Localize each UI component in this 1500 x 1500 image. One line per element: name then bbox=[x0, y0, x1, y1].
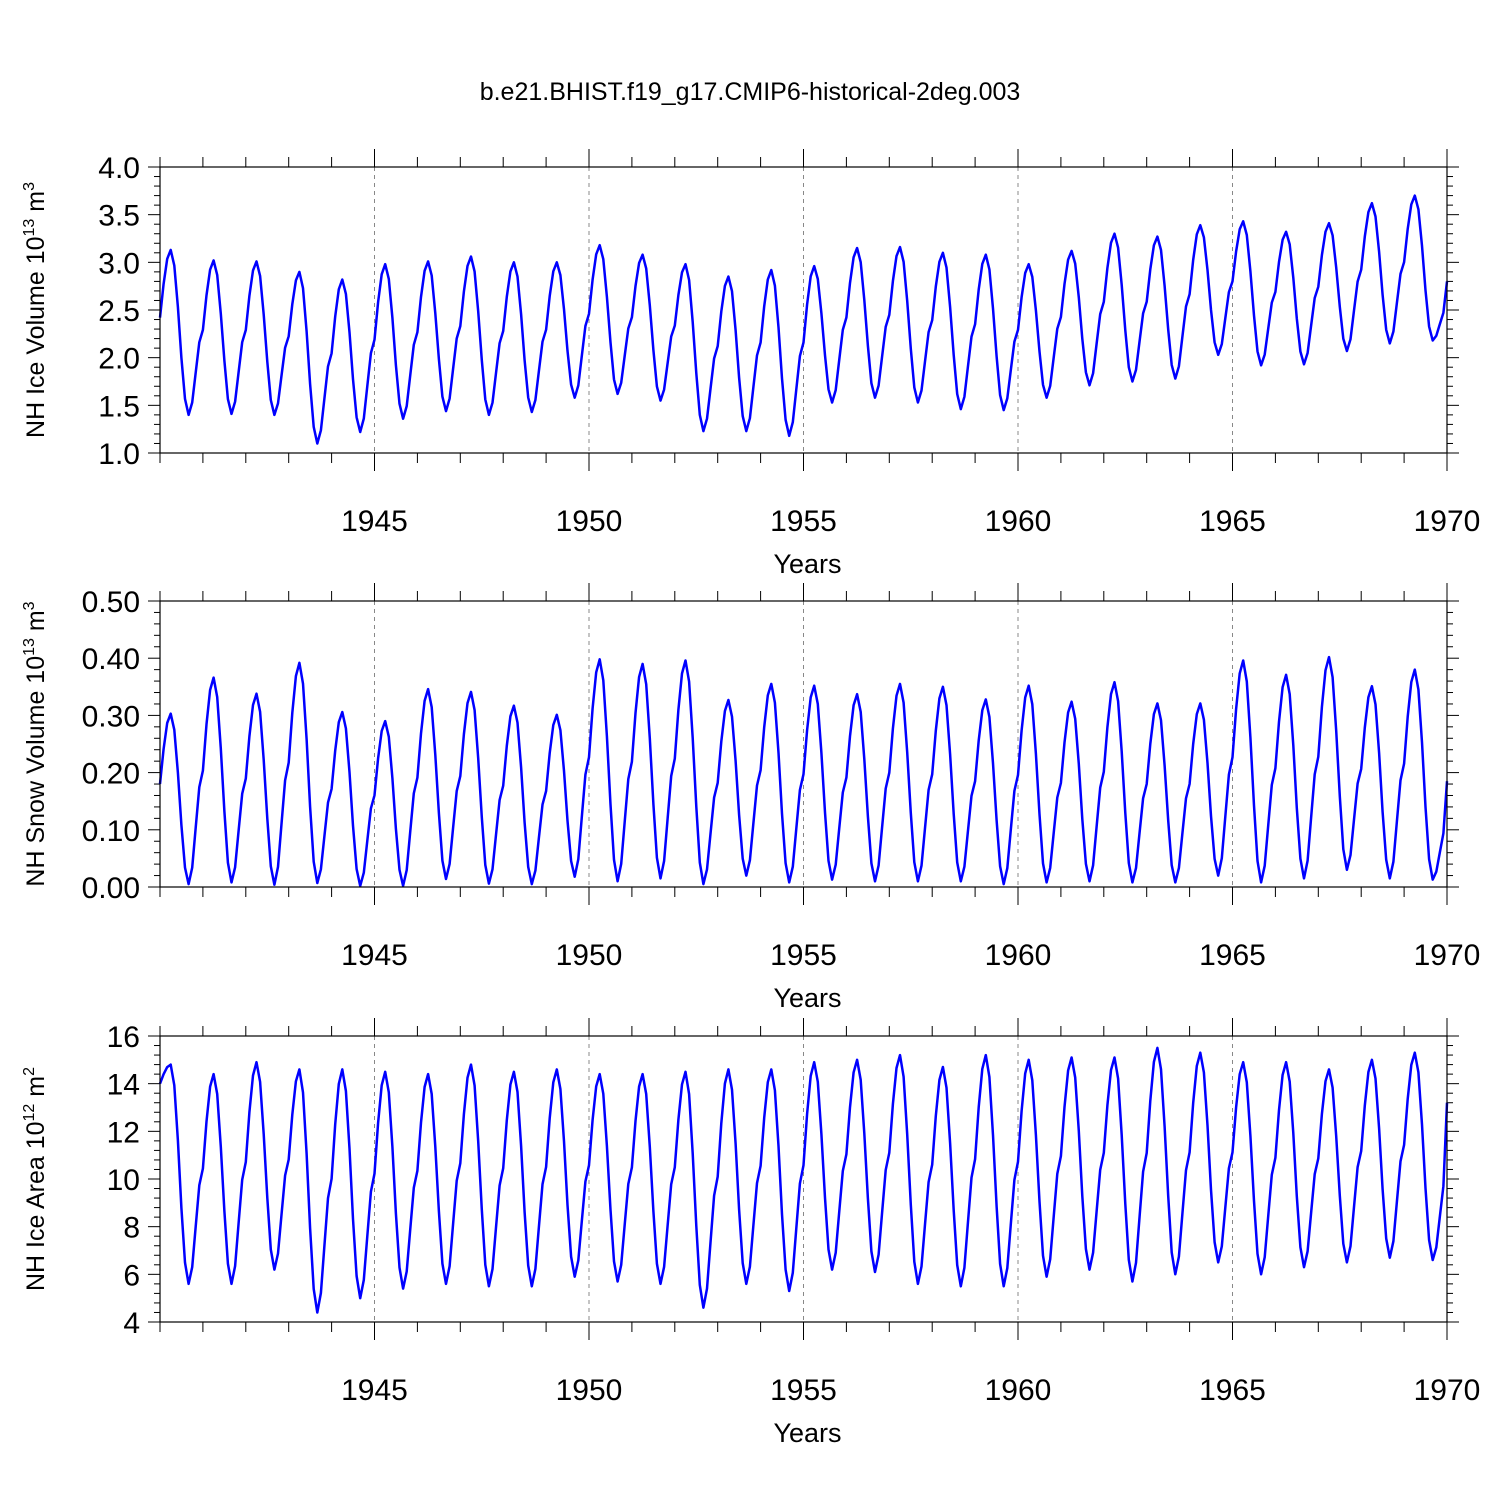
x-tick-label: 1960 bbox=[985, 505, 1052, 538]
plot-frame bbox=[159, 166, 1448, 454]
x-tick-label: 1970 bbox=[1414, 505, 1481, 538]
series-line bbox=[158, 655, 1449, 888]
x-tick-label: 1950 bbox=[556, 505, 623, 538]
y-axis-label: NH Ice Area 1012 m2 bbox=[21, 1067, 50, 1291]
y-tick-label: 3.0 bbox=[98, 247, 140, 280]
x-tick-label: 1955 bbox=[770, 1374, 837, 1407]
y-tick-label: 1.5 bbox=[98, 390, 140, 423]
x-tick-label: 1950 bbox=[556, 939, 623, 972]
series-line bbox=[158, 194, 1449, 445]
x-axis-label: Years bbox=[773, 983, 841, 1013]
x-tick-label: 1970 bbox=[1414, 939, 1481, 972]
x-tick-label: 1960 bbox=[985, 939, 1052, 972]
y-tick-label: 16 bbox=[107, 1021, 140, 1054]
x-tick-label: 1965 bbox=[1199, 505, 1266, 538]
x-tick-label: 1945 bbox=[341, 1374, 408, 1407]
y-tick-label: 10 bbox=[107, 1164, 140, 1197]
y-tick-label: 3.5 bbox=[98, 200, 140, 233]
plot-frame bbox=[159, 1035, 1448, 1323]
series-line bbox=[158, 1046, 1449, 1314]
x-tick-label: 1945 bbox=[341, 505, 408, 538]
x-tick-label: 1970 bbox=[1414, 1374, 1481, 1407]
x-tick-label: 1950 bbox=[556, 1374, 623, 1407]
figure-title: b.e21.BHIST.f19_g17.CMIP6-historical-2de… bbox=[479, 78, 1021, 106]
x-axis-label: Years bbox=[773, 549, 841, 579]
y-tick-label: 0.20 bbox=[82, 758, 140, 791]
panel-2: 0.00 0.10 0.20 0.30 0.40 0.50 1945 1950 1955 1960… bbox=[21, 583, 1480, 1013]
y-tick-label: 0.40 bbox=[82, 643, 140, 676]
panel-3: 4 6 8 10 12 14 16 1945 1950 1955 1960 1965 1970 Years… bbox=[21, 1018, 1480, 1448]
y-tick-label: 1.0 bbox=[98, 438, 140, 471]
panel-1: 1.0 1.5 2.0 2.5 3.0 3.5 4.0 1945 1950 1955 1960 196… bbox=[21, 149, 1480, 579]
y-tick-label: 0.00 bbox=[82, 872, 140, 905]
y-tick-label: 0.30 bbox=[82, 700, 140, 733]
x-tick-label: 1955 bbox=[770, 939, 837, 972]
y-tick-label: 12 bbox=[107, 1116, 140, 1149]
y-axis-label: NH Snow Volume 1013 m3 bbox=[21, 601, 50, 886]
y-tick-label: 4 bbox=[123, 1307, 140, 1340]
y-tick-label: 4.0 bbox=[98, 152, 140, 185]
y-tick-label: 14 bbox=[107, 1069, 140, 1102]
y-tick-label: 2.5 bbox=[98, 295, 140, 328]
x-tick-label: 1955 bbox=[770, 505, 837, 538]
x-tick-label: 1965 bbox=[1199, 939, 1266, 972]
y-axis-label: NH Ice Volume 1013 m3 bbox=[21, 182, 50, 438]
y-tick-label: 8 bbox=[123, 1212, 140, 1245]
x-tick-label: 1965 bbox=[1199, 1374, 1266, 1407]
x-tick-label: 1960 bbox=[985, 1374, 1052, 1407]
y-tick-label: 2.0 bbox=[98, 343, 140, 376]
y-tick-label: 0.50 bbox=[82, 586, 140, 619]
y-tick-label: 6 bbox=[123, 1259, 140, 1292]
y-tick-label: 0.10 bbox=[82, 815, 140, 848]
x-axis-label: Years bbox=[773, 1418, 841, 1448]
x-tick-label: 1945 bbox=[341, 939, 408, 972]
plot-frame bbox=[159, 600, 1448, 888]
